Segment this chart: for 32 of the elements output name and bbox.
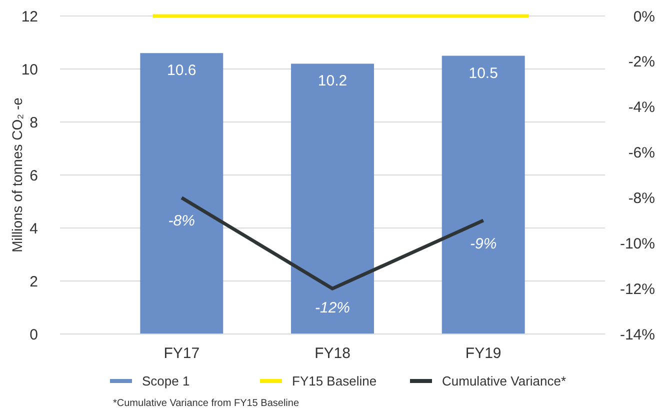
y-tick-label: 4 [30,220,38,238]
y-tick-label: 2 [30,273,38,290]
data-label: 10.2 [318,72,348,90]
data-label: -9% [470,235,497,252]
y2-tick-label: -8% [628,190,655,207]
y2-tick-label: 0% [633,8,655,26]
y-tick-label: 0 [30,326,38,344]
bar [442,56,525,334]
y-tick-label: 10 [21,61,38,78]
data-label: 10.5 [468,64,498,82]
legend-label: FY15 Baseline [292,374,377,389]
text: *Cumulative Variance from FY15 Baseline [113,398,300,409]
y2-tick-label: -6% [628,144,655,162]
x-tick-label: FY19 [465,345,502,362]
data-label: 10.6 [167,62,196,80]
y2-tick-label: -4% [628,99,655,116]
y-tick-label: 6 [30,167,38,184]
data-label: -8% [168,212,195,230]
data-label: -12% [314,300,350,317]
y2-tick-label: -14% [620,326,655,344]
y2-tick-label: -12% [620,280,655,298]
legend-label: Scope 1 [142,374,190,389]
bar [140,53,224,334]
y-tick-label: 8 [30,114,38,132]
legend-label: Cumulative Variance* [442,374,566,389]
y2-tick-label: -2% [628,54,655,71]
y2-tick-label: -10% [620,235,655,252]
x-tick-label: FY17 [164,345,200,362]
x-tick-label: FY18 [314,345,350,362]
bar [291,64,374,334]
y-axis-title: Millions of tonnes CO₂ -e [9,97,25,252]
y-tick-label: 12 [21,8,38,26]
